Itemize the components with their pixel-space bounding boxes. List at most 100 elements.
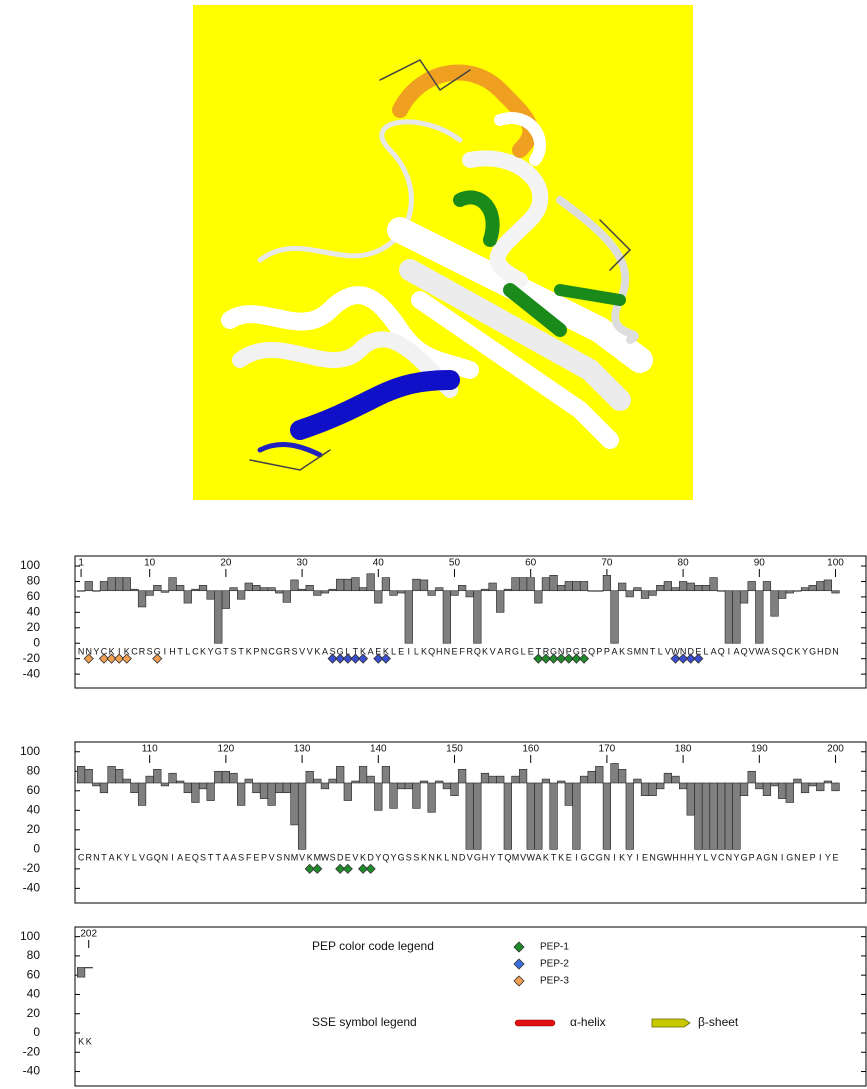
bar xyxy=(206,782,215,801)
pep-marker xyxy=(327,653,338,664)
bar xyxy=(831,782,840,792)
bar xyxy=(473,782,482,850)
bar xyxy=(648,590,657,596)
bar xyxy=(153,585,162,592)
bar xyxy=(579,581,589,592)
residue-label: D xyxy=(687,647,694,657)
bar xyxy=(808,782,817,787)
residue-label: K xyxy=(109,647,115,657)
pep-marker xyxy=(83,653,94,664)
residue-label: Q xyxy=(504,853,511,863)
bar xyxy=(397,782,406,790)
bar xyxy=(518,577,528,592)
residue-label: A xyxy=(764,647,770,657)
residue-label: K xyxy=(124,647,130,657)
residue-label: K xyxy=(482,647,488,657)
residue-label: E xyxy=(642,853,648,863)
bar xyxy=(412,782,421,809)
plot-frame xyxy=(74,555,867,689)
residue-label: L xyxy=(658,647,663,657)
bar xyxy=(663,772,672,784)
residue-label: G xyxy=(154,647,161,657)
bar xyxy=(526,782,535,850)
residue-label: A xyxy=(733,647,739,657)
legend-swatch xyxy=(513,958,525,970)
bar xyxy=(465,590,474,598)
y-tick-label: -40 xyxy=(23,666,41,680)
residue-label: E xyxy=(566,853,572,863)
x-tick-label: 190 xyxy=(751,744,768,755)
residue-label: V xyxy=(307,647,313,657)
bar xyxy=(564,581,573,592)
bar xyxy=(229,587,238,592)
bar xyxy=(663,581,672,592)
residue-label: A xyxy=(711,647,717,657)
legend-label: PEP-1 xyxy=(540,942,569,953)
residue-label: N xyxy=(451,853,458,863)
bar xyxy=(648,782,657,796)
residue-label: K xyxy=(200,647,206,657)
residue-label: N xyxy=(832,647,839,657)
residue-label: H xyxy=(687,853,694,863)
bar xyxy=(76,967,86,978)
bar xyxy=(450,782,459,796)
bar xyxy=(351,577,360,592)
bar xyxy=(427,590,436,596)
residue-label: L xyxy=(521,647,526,657)
bar xyxy=(625,590,634,598)
residue-label: A xyxy=(368,647,374,657)
bar xyxy=(747,581,756,592)
bar xyxy=(755,590,764,644)
residue-label: G xyxy=(596,853,603,863)
residue-label: F xyxy=(459,647,465,657)
residue-label: I xyxy=(819,853,822,863)
residue-label: N xyxy=(261,647,268,657)
bar xyxy=(656,585,665,592)
bar xyxy=(541,778,551,784)
residue-label: K xyxy=(558,853,564,863)
pep-marker xyxy=(678,653,689,664)
bar xyxy=(770,782,779,787)
bar xyxy=(160,590,170,593)
bar xyxy=(92,590,101,592)
bar xyxy=(686,782,695,816)
x-tick-label: 70 xyxy=(601,558,613,569)
residue-label: C xyxy=(588,853,595,863)
bar xyxy=(183,782,192,794)
bar xyxy=(214,590,223,644)
bar xyxy=(816,581,825,592)
residue-label: A xyxy=(756,853,762,863)
bar xyxy=(107,577,116,592)
residue-label: P xyxy=(810,853,816,863)
residue-label: N xyxy=(93,853,100,863)
pep-marker xyxy=(98,653,110,664)
residue-label: W xyxy=(671,647,680,657)
residue-label: G xyxy=(215,647,222,657)
pep-marker xyxy=(578,653,590,664)
bar xyxy=(709,577,718,592)
bar xyxy=(488,582,497,592)
bar xyxy=(800,587,810,592)
residue-label: I xyxy=(171,853,174,863)
bar xyxy=(130,588,139,592)
pep-marker xyxy=(548,653,559,664)
bar xyxy=(145,590,154,596)
bar xyxy=(694,585,703,592)
bar xyxy=(221,590,230,609)
bar xyxy=(785,782,794,803)
bar xyxy=(549,574,558,592)
residue-label: S xyxy=(230,647,236,657)
residue-label: V xyxy=(711,853,717,863)
pep-marker xyxy=(380,653,391,664)
bar xyxy=(244,582,253,592)
pep-marker xyxy=(106,653,117,664)
residue-label: L xyxy=(414,647,419,657)
x-tick-label: 200 xyxy=(827,744,844,755)
pep-marker xyxy=(540,653,552,664)
residue-label: N xyxy=(649,853,656,863)
bar xyxy=(579,775,589,784)
bar xyxy=(633,587,642,592)
residue-label: M xyxy=(314,853,322,863)
residue-label: S xyxy=(330,647,336,657)
